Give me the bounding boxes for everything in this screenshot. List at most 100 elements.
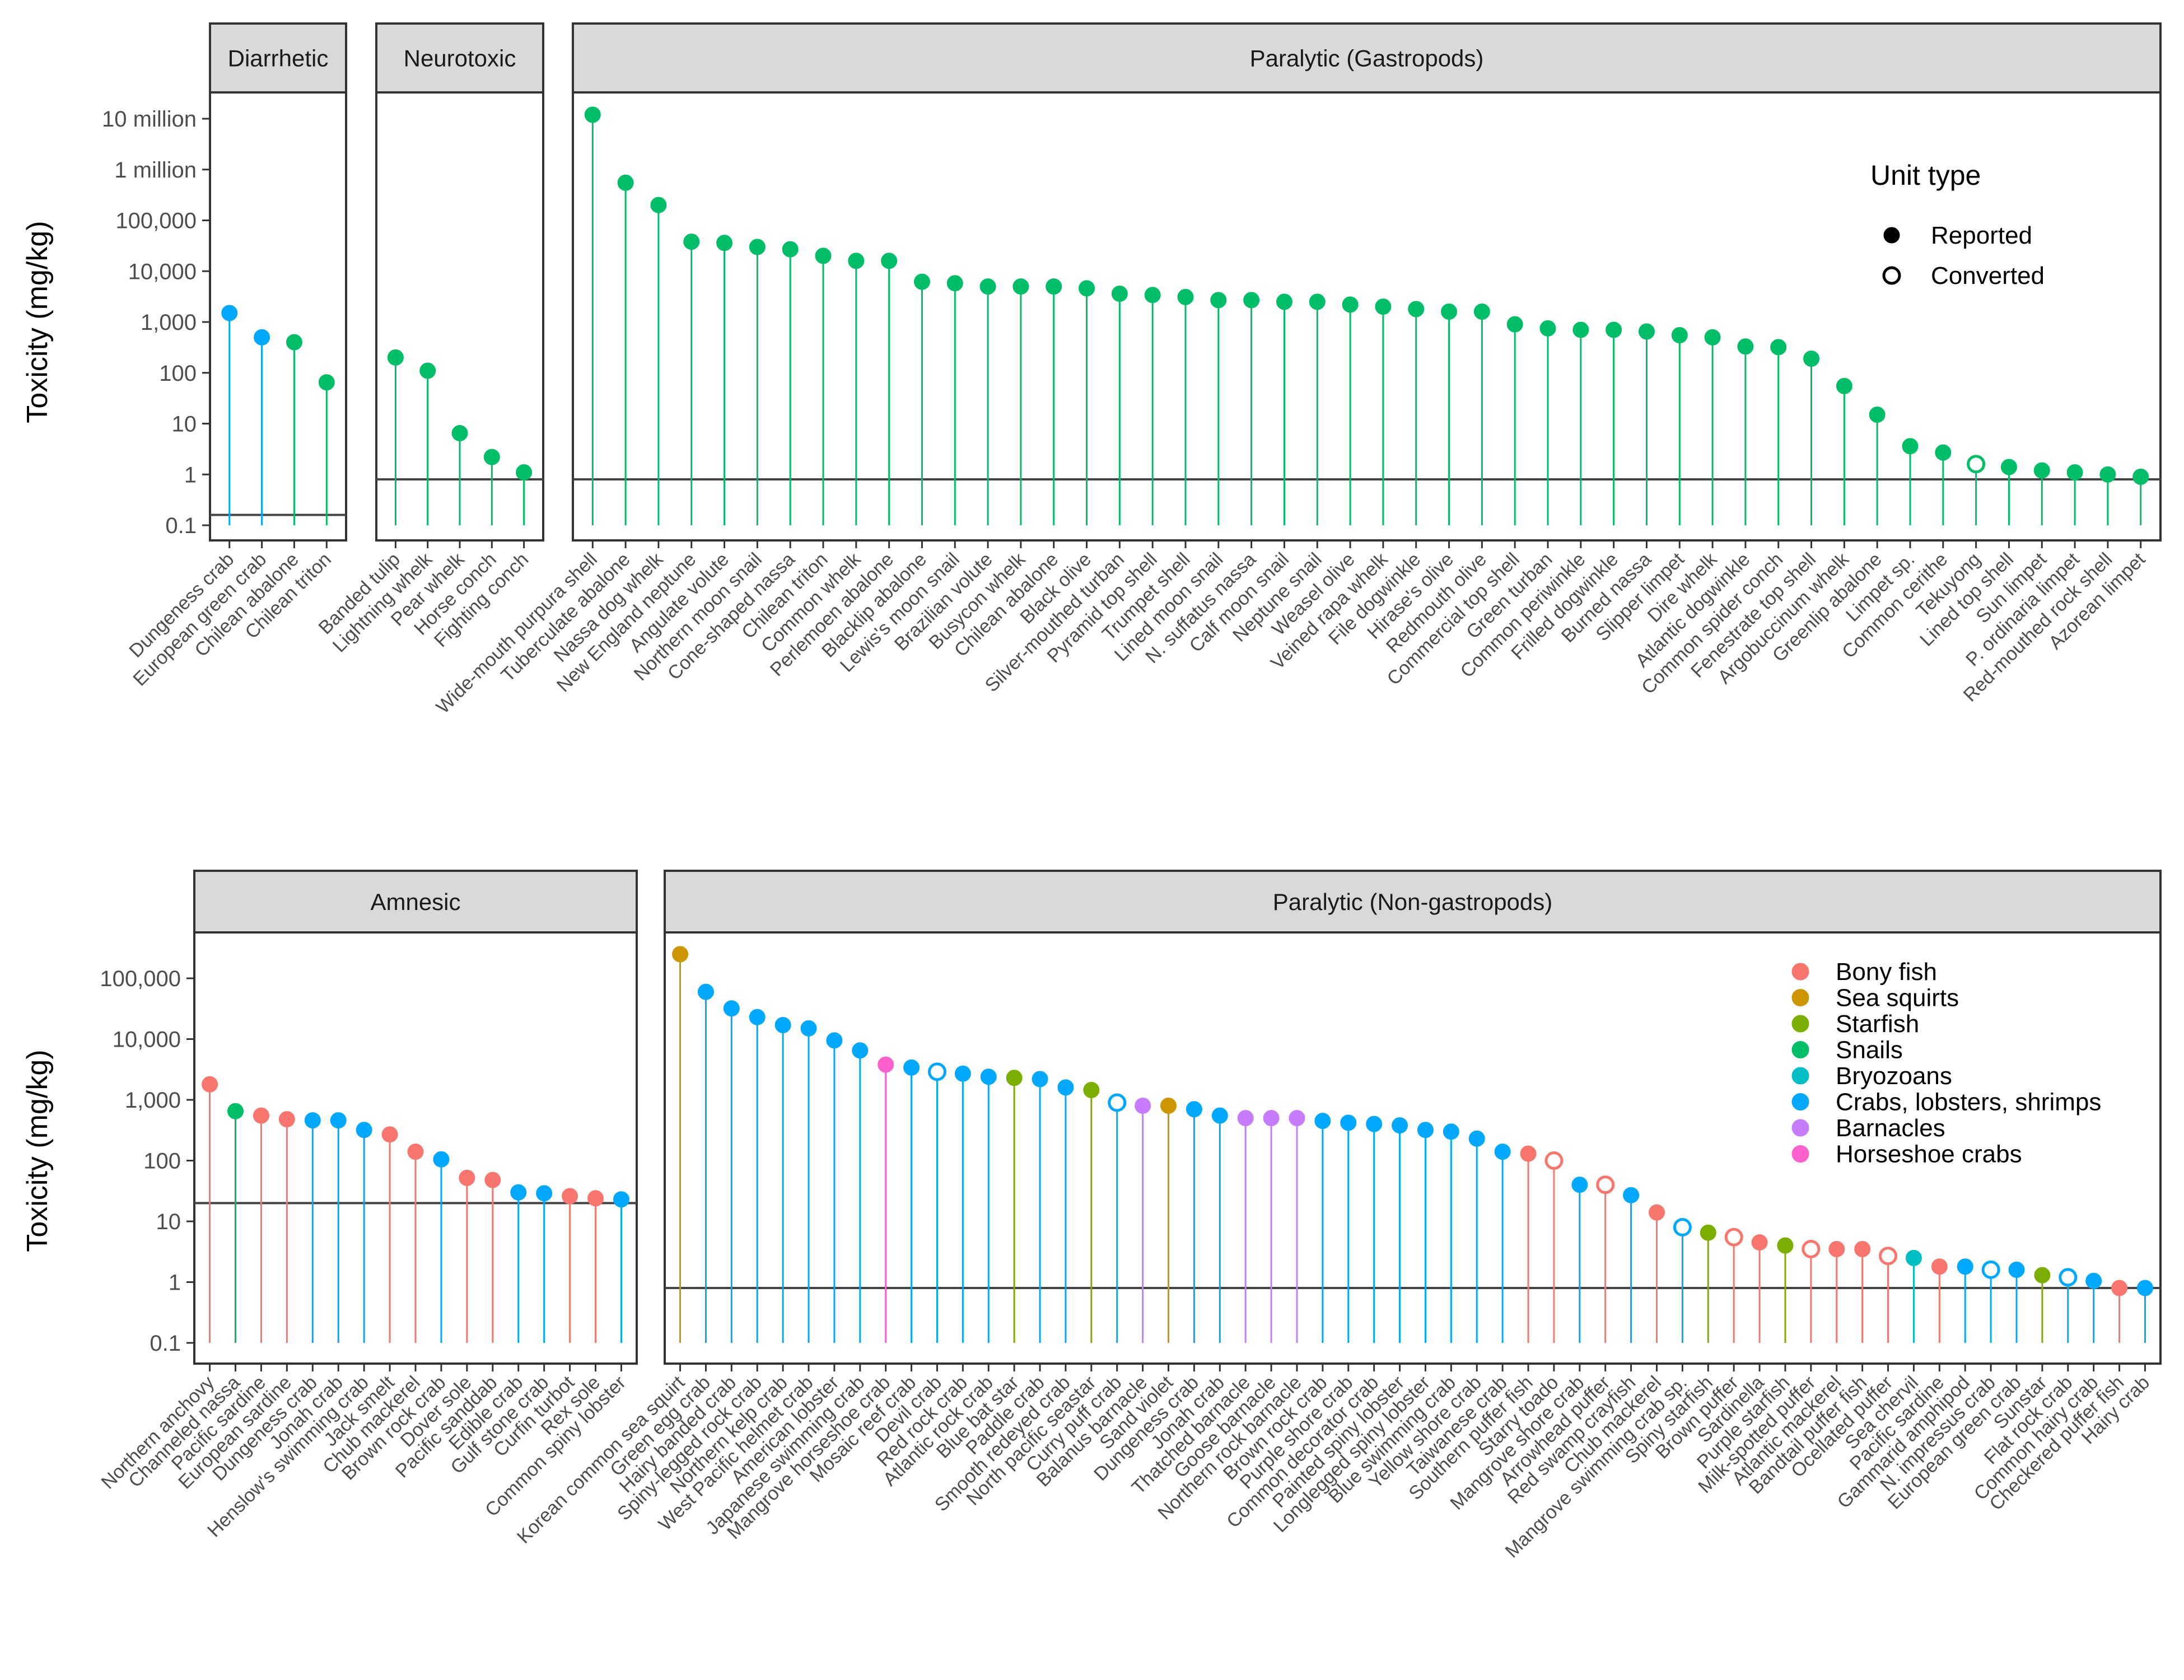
lollipop-point	[1494, 1144, 1511, 1160]
lollipop-point	[979, 278, 996, 295]
lollipop-point	[1777, 1237, 1794, 1254]
lollipop-point	[516, 464, 533, 480]
lollipop-point	[815, 248, 832, 264]
lollipop-point	[2085, 1272, 2102, 1289]
lollipop-point	[1276, 293, 1292, 310]
lollipop-point	[1177, 288, 1194, 305]
lollipop-point	[1648, 1204, 1665, 1221]
lollipop-point	[1108, 1093, 1127, 1112]
lollipop-point	[483, 449, 500, 465]
lollipop-point	[1186, 1101, 1202, 1118]
y-tick-label: 0.1	[165, 514, 197, 538]
y-tick-label: 10,000	[113, 1028, 181, 1052]
lollipop-point	[1144, 287, 1161, 304]
lollipop-point	[881, 253, 898, 269]
lollipop-point	[381, 1126, 398, 1143]
lollipop-point	[683, 234, 700, 250]
lollipop-point	[1506, 316, 1523, 333]
legend-group-label: Snails	[1836, 1037, 1903, 1064]
lollipop-point	[2066, 464, 2083, 480]
legend-group-key	[1791, 1119, 1809, 1137]
lollipop-point	[584, 106, 601, 123]
panel-strip	[375, 22, 544, 94]
lollipop-point	[484, 1172, 501, 1188]
lollipop-point	[650, 197, 667, 213]
lollipop-point	[254, 329, 270, 346]
lollipop-point	[304, 1112, 321, 1129]
lollipop-point	[1539, 320, 1556, 337]
panel-strip-label: Neurotoxic	[404, 45, 516, 72]
legend-unit-title: Unit type	[1870, 160, 1981, 191]
lollipop-point	[954, 1065, 971, 1082]
y-axis-title-bottom: Toxicity (mg/kg)	[21, 1049, 54, 1252]
lollipop-point	[1967, 455, 1986, 474]
lollipop-point	[1751, 1234, 1768, 1251]
lollipop-point	[878, 1056, 894, 1073]
lollipop-point	[1803, 350, 1820, 367]
lollipop-point	[1443, 1123, 1459, 1140]
lollipop-point	[1046, 278, 1062, 295]
y-tick-label: 100	[159, 361, 197, 386]
y-tick-label: 10 million	[102, 107, 197, 132]
lollipop-point	[227, 1103, 244, 1119]
legend-unit-label: Reported	[1931, 222, 2032, 249]
lollipop-point	[1083, 1081, 1100, 1098]
panel-frame	[209, 91, 347, 542]
legend-group-key	[1791, 989, 1809, 1006]
lollipop-point	[1802, 1239, 1821, 1258]
lollipop-point	[1869, 407, 1886, 423]
legend-group-label: Bony fish	[1836, 958, 1937, 986]
lollipop-point	[1408, 301, 1425, 318]
lollipop-point	[536, 1185, 553, 1202]
lollipop-point	[1902, 438, 1919, 455]
lollipop-point	[1671, 327, 1688, 344]
lollipop-point	[1673, 1218, 1692, 1237]
lollipop-point	[1441, 303, 1458, 320]
y-tick-label: 1,000	[141, 310, 197, 335]
y-tick-label: 10,000	[128, 259, 197, 284]
lollipop-point	[1417, 1122, 1434, 1138]
lollipop-point	[2000, 459, 2017, 475]
lollipop-point	[202, 1076, 218, 1093]
lollipop-point	[800, 1020, 817, 1037]
panel-strip	[572, 22, 2162, 94]
lollipop-point	[1057, 1079, 1074, 1096]
lollipop-point	[510, 1184, 527, 1201]
lollipop-point	[2099, 466, 2116, 483]
lollipop-point	[1135, 1098, 1151, 1114]
panel-strip-label: Paralytic (Gastropods)	[1250, 45, 1484, 72]
lollipop-point	[1724, 1228, 1743, 1247]
lollipop-point	[587, 1190, 604, 1207]
lollipop-point	[980, 1068, 997, 1085]
lollipop-point	[2033, 462, 2050, 479]
y-tick-label: 0.1	[150, 1331, 181, 1356]
lollipop-point	[723, 1000, 740, 1017]
lollipop-point	[318, 374, 335, 391]
lollipop-point	[1981, 1260, 2000, 1279]
lollipop-point	[1935, 444, 1952, 461]
lollipop-point	[1700, 1224, 1716, 1241]
lollipop-point	[1263, 1110, 1280, 1127]
lollipop-point	[617, 174, 634, 191]
lollipop-point	[903, 1059, 920, 1076]
lollipop-point	[1012, 278, 1029, 295]
lollipop-point	[1571, 1177, 1588, 1193]
lollipop-point	[1210, 292, 1227, 309]
legend-unit-type: Unit type Reported Converted	[1870, 160, 2045, 290]
lollipop-point	[946, 275, 963, 292]
lollipop-point	[451, 424, 468, 441]
lollipop-point	[1032, 1071, 1048, 1088]
lollipop-point	[1879, 1247, 1898, 1266]
lollipop-point	[2136, 1280, 2153, 1296]
legend-converted-key	[1882, 266, 1901, 285]
lollipop-point	[433, 1151, 450, 1168]
y-tick-label: 100,000	[100, 967, 181, 991]
lollipop-point	[1289, 1110, 1305, 1127]
lollipop-point	[782, 241, 799, 258]
lollipop-point	[1905, 1249, 1922, 1266]
lollipop-point	[1160, 1098, 1177, 1114]
lollipop-point	[749, 239, 766, 255]
lollipop-point	[1237, 1110, 1254, 1127]
